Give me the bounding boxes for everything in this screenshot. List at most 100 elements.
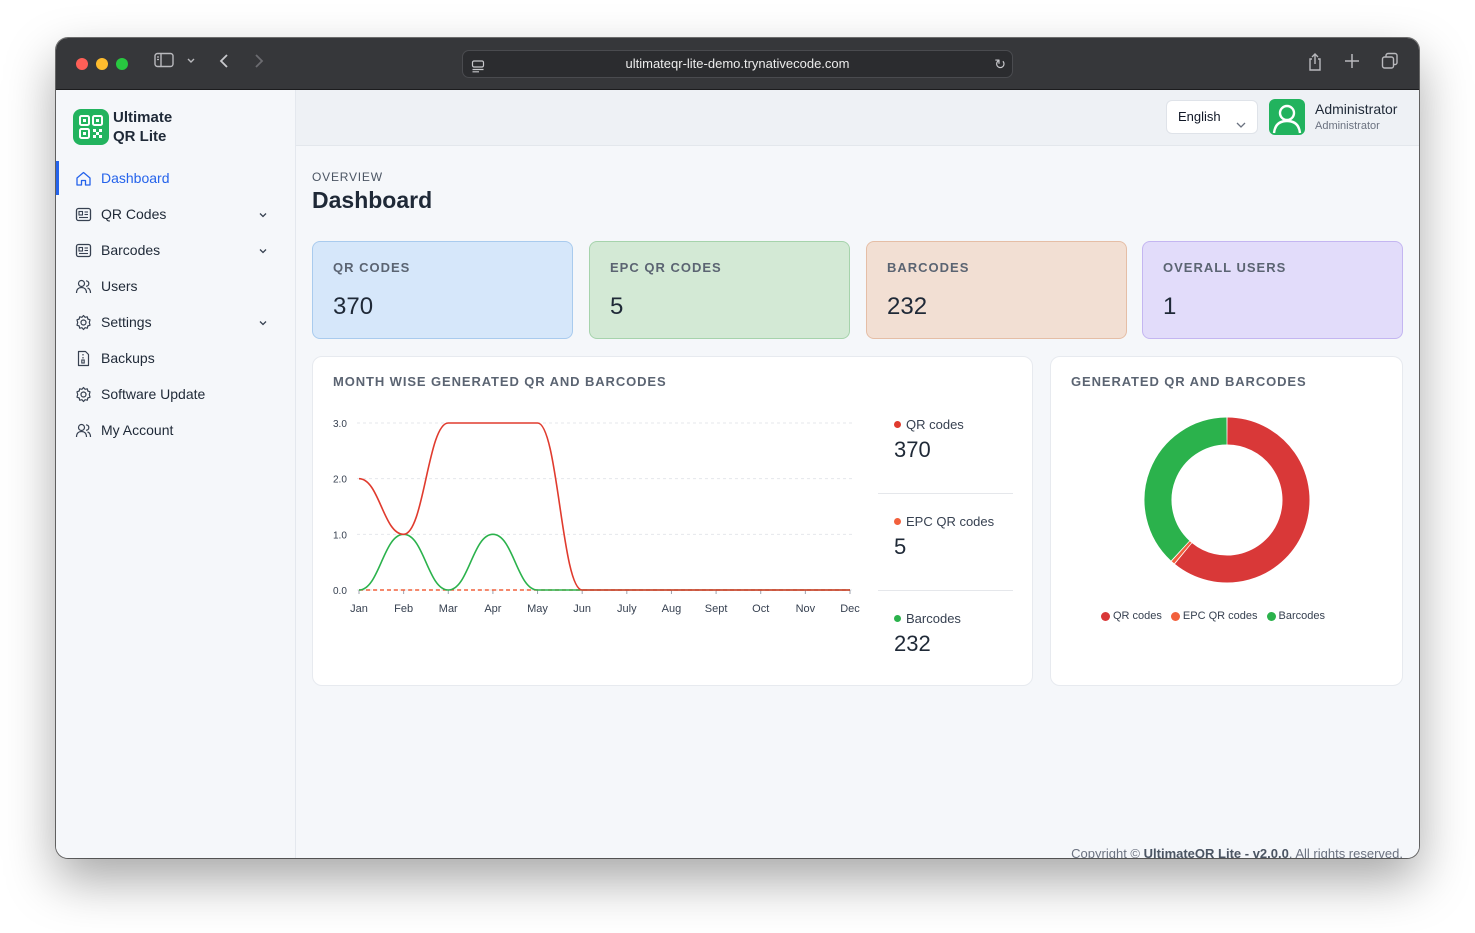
- chevron-down-icon[interactable]: [186, 52, 196, 75]
- legend-qr-codes: QR codes 370: [878, 397, 1013, 494]
- footer-product: UltimateQR Lite - v2.0.0: [1143, 846, 1289, 858]
- stat-value: 5: [610, 293, 624, 320]
- stat-value: 232: [887, 293, 928, 320]
- address-bar[interactable]: ultimateqr-lite-demo.trynativecode.com ↻: [462, 50, 1013, 78]
- legend-name: Barcodes: [894, 611, 961, 626]
- zoom-window-button[interactable]: [116, 58, 128, 70]
- gear-icon: [74, 313, 92, 331]
- home-icon: [74, 169, 92, 187]
- reload-icon[interactable]: ↻: [994, 56, 1006, 72]
- top-header: English Administrator Administrator: [296, 90, 1419, 146]
- update-gear-icon: [74, 385, 92, 403]
- donut-slice: [1144, 417, 1228, 561]
- stat-label: QR CODES: [333, 260, 411, 275]
- footer-prefix: Copyright ©: [1071, 846, 1140, 858]
- language-select[interactable]: English: [1166, 100, 1258, 134]
- tab-overview-icon[interactable]: [1381, 52, 1399, 77]
- legend-label: EPC QR codes: [1182, 610, 1258, 622]
- sidebar-item-software-update[interactable]: Software Update: [56, 376, 296, 412]
- minimize-window-button[interactable]: [96, 58, 108, 70]
- legend-dot: [1101, 611, 1110, 621]
- x-tick-label: Nov: [796, 603, 816, 615]
- sidebar-item-label: Backups: [101, 350, 155, 366]
- main-content: English Administrator Administrator OVER…: [296, 90, 1419, 858]
- brand-line-1: Ultimate: [113, 109, 173, 126]
- stat-label: EPC QR CODES: [610, 260, 722, 275]
- legend-dot: [1266, 611, 1276, 621]
- x-tick-label: Aug: [662, 603, 682, 615]
- donut-chart-panel: GENERATED QR AND BARCODES QR codes EPC Q…: [1050, 356, 1403, 686]
- x-tick-label: July: [617, 603, 637, 615]
- y-tick-label: 0.0: [333, 586, 347, 597]
- x-tick-label: Sept: [705, 603, 728, 615]
- x-tick-label: May: [527, 603, 548, 615]
- legend-epc-qr-codes: EPC QR codes 5: [878, 494, 1013, 591]
- footer: Copyright © UltimateQR Lite - v2.0.0. Al…: [1071, 846, 1403, 858]
- sidebar-item-settings[interactable]: Settings: [56, 304, 296, 340]
- barcode-icon: [74, 241, 92, 259]
- chevron-down-icon: [258, 207, 268, 223]
- legend-name: QR codes: [894, 417, 964, 432]
- series-line: [358, 533, 850, 591]
- avatar[interactable]: [1269, 99, 1305, 135]
- new-tab-icon[interactable]: [1344, 52, 1360, 77]
- sidebar-item-label: Barcodes: [101, 242, 161, 258]
- stat-label: OVERALL USERS: [1163, 260, 1287, 275]
- donut-legend-epc-qr-codes[interactable]: EPC QR codes: [1170, 610, 1258, 622]
- y-tick-label: 2.0: [333, 475, 347, 486]
- sidebar-item-my-account[interactable]: My Account: [56, 412, 296, 448]
- donut-legend-barcodes[interactable]: Barcodes: [1266, 610, 1325, 622]
- sidebar-item-dashboard[interactable]: Dashboard: [56, 160, 296, 196]
- x-tick-label: Oct: [752, 603, 769, 615]
- legend-label: QR codes: [1113, 610, 1162, 622]
- sidebar-toggle-icon[interactable]: [154, 52, 174, 75]
- qr-code-icon: [74, 205, 92, 223]
- brand-name: Ultimate QR Lite: [113, 108, 172, 146]
- sidebar-item-backups[interactable]: Backups: [56, 340, 296, 376]
- sidebar-nav: Dashboard QR Codes Barcodes: [56, 160, 296, 448]
- legend-label: EPC QR codes: [906, 514, 995, 529]
- file-icon: [74, 349, 92, 367]
- chevron-down-icon: [258, 243, 268, 259]
- brand-line-2: QR Lite: [113, 128, 167, 145]
- legend-dot: [894, 518, 901, 525]
- legend-dot: [894, 615, 901, 622]
- x-tick-label: Mar: [439, 603, 458, 615]
- brand[interactable]: Ultimate QR Lite: [73, 108, 172, 146]
- x-tick-label: Feb: [394, 603, 413, 615]
- share-icon[interactable]: [1307, 52, 1323, 79]
- sidebar-item-label: Dashboard: [101, 170, 170, 186]
- legend-barcodes: Barcodes 232: [878, 591, 1013, 688]
- qr-logo-icon: [73, 109, 109, 145]
- sidebar: Ultimate QR Lite Dashboard QR Codes: [56, 90, 296, 858]
- legend-label: Barcodes: [906, 611, 961, 626]
- forward-icon[interactable]: [253, 52, 265, 77]
- users-icon: [74, 277, 92, 295]
- sidebar-item-qr-codes[interactable]: QR Codes: [56, 196, 296, 232]
- donut-legend-qr-codes[interactable]: QR codes: [1101, 610, 1162, 622]
- panel-title: GENERATED QR AND BARCODES: [1071, 374, 1307, 389]
- legend-dot: [1170, 611, 1180, 621]
- sidebar-item-label: Users: [101, 278, 138, 294]
- legend-dot: [894, 421, 901, 428]
- monthly-chart-panel: MONTH WISE GENERATED QR AND BARCODES 0.0…: [312, 356, 1033, 686]
- footer-suffix: . All rights reserved.: [1288, 846, 1403, 858]
- user-name[interactable]: Administrator: [1315, 101, 1398, 117]
- legend-name: EPC QR codes: [894, 514, 994, 529]
- legend-value: 5: [894, 534, 907, 559]
- stat-label: BARCODES: [887, 260, 970, 275]
- y-tick-label: 1.0: [333, 530, 347, 541]
- chevron-down-icon: [1235, 111, 1247, 143]
- browser-toolbar: ultimateqr-lite-demo.trynativecode.com ↻: [56, 38, 1419, 90]
- sidebar-item-label: Settings: [101, 314, 152, 330]
- close-window-button[interactable]: [76, 58, 88, 70]
- sidebar-item-users[interactable]: Users: [56, 268, 296, 304]
- site-settings-icon[interactable]: [471, 56, 485, 82]
- sidebar-item-label: QR Codes: [101, 206, 167, 222]
- sidebar-item-barcodes[interactable]: Barcodes: [56, 232, 296, 268]
- page-overline: OVERVIEW: [312, 170, 383, 184]
- url-text: ultimateqr-lite-demo.trynativecode.com: [625, 56, 850, 71]
- back-icon[interactable]: [218, 52, 230, 77]
- legend-value: 232: [894, 631, 931, 656]
- stat-card-overall-users: OVERALL USERS 1: [1142, 241, 1403, 339]
